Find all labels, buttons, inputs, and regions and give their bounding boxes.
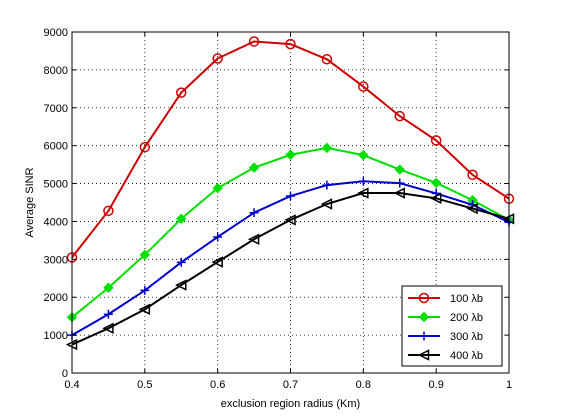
y-tick-label: 0 xyxy=(62,368,68,380)
data-point xyxy=(286,191,295,201)
x-tick-label: 0.6 xyxy=(210,379,225,391)
data-point xyxy=(139,249,151,260)
data-point xyxy=(393,187,405,199)
legend-marker xyxy=(419,331,429,341)
data-point xyxy=(102,322,114,335)
data-point xyxy=(176,257,186,267)
data-point xyxy=(247,233,260,245)
data-point xyxy=(430,135,442,146)
y-axis-label: Average SINR xyxy=(24,167,36,237)
legend-marker xyxy=(418,292,430,304)
y-tick-label: 9000 xyxy=(44,27,68,39)
legend-label: 400 λb xyxy=(450,350,483,362)
data-point xyxy=(212,53,223,64)
y-tick-label: 3000 xyxy=(44,254,68,266)
data-point xyxy=(139,141,151,153)
data-point xyxy=(176,213,187,224)
x-tick-label: 0.9 xyxy=(429,379,444,391)
data-point xyxy=(103,205,114,217)
legend-marker xyxy=(418,311,430,323)
series-group xyxy=(65,36,515,351)
x-tick-label: 1 xyxy=(506,379,512,391)
data-point xyxy=(103,282,114,293)
data-point xyxy=(213,232,223,242)
data-point xyxy=(320,198,333,210)
series-3 xyxy=(67,176,514,340)
x-tick-label: 0.8 xyxy=(356,379,371,391)
x-tick-label: 0.4 xyxy=(64,379,79,391)
data-point xyxy=(395,178,405,188)
y-tick-label: 7000 xyxy=(44,103,68,115)
data-point xyxy=(357,187,369,199)
data-point xyxy=(176,87,187,98)
x-tick-label: 0.5 xyxy=(137,379,152,391)
y-tick-label: 5000 xyxy=(44,179,68,191)
data-point xyxy=(284,214,296,226)
data-point xyxy=(212,182,223,194)
series-4 xyxy=(65,187,515,351)
y-tick-label: 1000 xyxy=(44,330,68,342)
data-point xyxy=(138,303,151,316)
data-point xyxy=(285,149,296,160)
x-axis-label: exclusion region radius (Km) xyxy=(221,398,360,410)
legend-label: 200 λb xyxy=(450,312,483,324)
legend-label: 100 λb xyxy=(450,293,483,305)
data-point xyxy=(322,180,332,190)
data-point xyxy=(467,169,478,181)
y-tick-label: 4000 xyxy=(44,216,68,228)
data-point xyxy=(394,110,405,122)
series-2 xyxy=(66,142,515,323)
data-point xyxy=(358,176,368,186)
legend-box xyxy=(401,285,503,367)
data-point xyxy=(358,81,369,92)
x-tick-label: 0.7 xyxy=(283,379,298,391)
data-point xyxy=(140,285,150,295)
ticks: 0.4 0.5 0.6 0.7 0.8 0.9 1 0 1000 2000 3000 4000 5000… xyxy=(44,27,513,391)
y-tick-label: 6000 xyxy=(44,141,68,153)
series-line xyxy=(71,192,510,346)
data-point xyxy=(466,202,478,215)
data-point xyxy=(103,309,113,319)
legend-marker xyxy=(417,349,430,361)
y-tick-label: 8000 xyxy=(44,65,68,77)
legend: 100 λb 200 λb 300 λb 400 λb xyxy=(401,285,503,367)
legend-label: 300 λb xyxy=(450,331,483,343)
data-point xyxy=(285,38,296,50)
data-point xyxy=(249,208,259,218)
data-point xyxy=(175,279,187,291)
data-point xyxy=(248,36,260,47)
data-point xyxy=(430,177,442,189)
data-point xyxy=(321,54,333,65)
data-point xyxy=(248,162,260,173)
series-line xyxy=(71,40,510,259)
data-point xyxy=(358,149,369,161)
data-point xyxy=(429,192,442,205)
data-point xyxy=(394,164,405,175)
data-point xyxy=(211,256,223,268)
data-point xyxy=(321,142,333,154)
y-tick-label: 2000 xyxy=(44,292,68,304)
